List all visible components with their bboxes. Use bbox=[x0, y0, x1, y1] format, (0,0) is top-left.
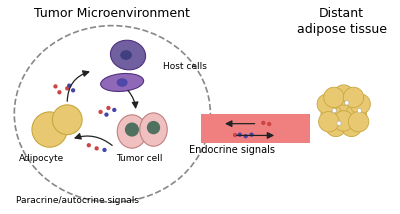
Ellipse shape bbox=[120, 50, 132, 60]
Circle shape bbox=[334, 85, 354, 105]
Circle shape bbox=[53, 84, 58, 89]
Ellipse shape bbox=[110, 40, 146, 70]
Circle shape bbox=[32, 112, 67, 147]
Circle shape bbox=[233, 133, 237, 137]
Text: Distant
adipose tissue: Distant adipose tissue bbox=[297, 7, 387, 36]
Circle shape bbox=[67, 83, 71, 88]
Circle shape bbox=[350, 94, 370, 114]
Circle shape bbox=[71, 88, 75, 92]
Circle shape bbox=[104, 113, 109, 117]
Circle shape bbox=[57, 90, 62, 94]
Circle shape bbox=[324, 87, 344, 108]
Circle shape bbox=[87, 143, 91, 147]
FancyBboxPatch shape bbox=[200, 114, 310, 143]
Circle shape bbox=[94, 146, 99, 150]
Circle shape bbox=[261, 121, 266, 125]
Text: Endocrine signals: Endocrine signals bbox=[189, 145, 275, 155]
Circle shape bbox=[341, 116, 362, 137]
Circle shape bbox=[326, 116, 346, 137]
Text: Host cells: Host cells bbox=[163, 62, 207, 71]
Ellipse shape bbox=[140, 113, 167, 146]
Circle shape bbox=[332, 108, 336, 113]
Circle shape bbox=[244, 134, 248, 138]
Text: Paracrine/autocrine signals: Paracrine/autocrine signals bbox=[16, 196, 138, 205]
Ellipse shape bbox=[101, 73, 144, 91]
Circle shape bbox=[321, 104, 341, 124]
Circle shape bbox=[334, 111, 354, 131]
Circle shape bbox=[65, 86, 69, 91]
Circle shape bbox=[345, 101, 349, 105]
Circle shape bbox=[52, 105, 82, 135]
Circle shape bbox=[249, 132, 254, 137]
Circle shape bbox=[346, 104, 366, 124]
Ellipse shape bbox=[117, 78, 128, 87]
Circle shape bbox=[357, 108, 362, 113]
Circle shape bbox=[334, 96, 354, 116]
Circle shape bbox=[147, 121, 160, 134]
Text: Tumor Microenvironment: Tumor Microenvironment bbox=[34, 7, 190, 20]
Text: Tumor cell: Tumor cell bbox=[116, 155, 163, 163]
Circle shape bbox=[102, 148, 107, 152]
Circle shape bbox=[343, 87, 364, 108]
Circle shape bbox=[125, 122, 139, 137]
Circle shape bbox=[337, 121, 341, 125]
Circle shape bbox=[317, 94, 338, 114]
Circle shape bbox=[98, 110, 103, 114]
Circle shape bbox=[267, 122, 271, 126]
Circle shape bbox=[238, 132, 242, 137]
Text: Adipocyte: Adipocyte bbox=[19, 155, 64, 163]
Circle shape bbox=[112, 108, 116, 112]
Circle shape bbox=[106, 106, 110, 110]
Circle shape bbox=[348, 111, 369, 132]
Circle shape bbox=[319, 111, 339, 132]
Ellipse shape bbox=[117, 115, 147, 148]
